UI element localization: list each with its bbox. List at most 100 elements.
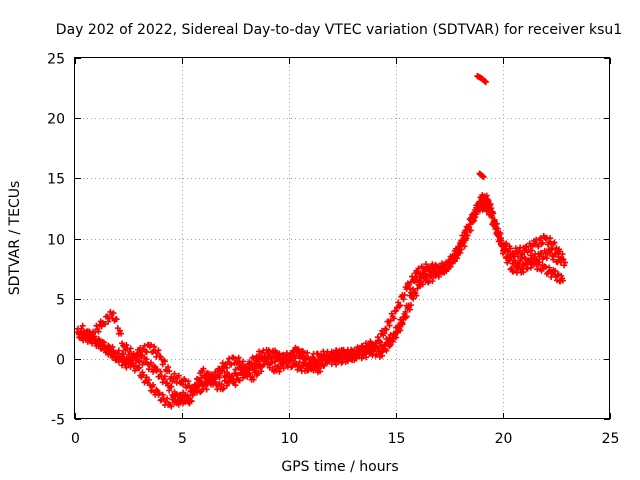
data-point-interp bbox=[166, 368, 173, 375]
data-point-interp bbox=[386, 322, 393, 329]
data-point-interp bbox=[154, 350, 161, 357]
data-point-interp bbox=[496, 237, 503, 244]
data-point-interp bbox=[172, 398, 179, 405]
data-point-interp bbox=[300, 359, 307, 366]
data-point-interp bbox=[250, 376, 257, 383]
data-point-interp bbox=[536, 259, 543, 266]
data-point-interp bbox=[540, 253, 547, 260]
data-point-interp bbox=[507, 251, 514, 258]
data-point-interp bbox=[219, 386, 226, 393]
data-point-interp bbox=[88, 331, 95, 338]
data-point-interp bbox=[381, 330, 388, 337]
data-point-interp bbox=[435, 273, 442, 280]
data-point-interp bbox=[543, 255, 550, 262]
data-point-interp bbox=[387, 317, 394, 324]
data-point-interp bbox=[417, 273, 424, 280]
data-point-interp bbox=[218, 381, 225, 388]
data-point bbox=[410, 295, 417, 302]
data-point-interp bbox=[406, 285, 413, 292]
data-point-interp bbox=[527, 264, 534, 271]
data-point-interp bbox=[440, 268, 447, 275]
data-point bbox=[232, 355, 239, 362]
data-point-interp bbox=[400, 296, 407, 303]
data-point-interp bbox=[463, 232, 470, 239]
data-point-interp bbox=[524, 265, 531, 272]
data-point-interp bbox=[516, 261, 523, 268]
data-point-interp bbox=[555, 253, 562, 260]
data-point bbox=[403, 286, 410, 293]
data-point-interp bbox=[379, 352, 386, 359]
data-point-interp bbox=[521, 254, 528, 261]
data-point-interp bbox=[82, 333, 89, 340]
x-tick-label: 25 bbox=[602, 431, 620, 447]
data-point-interp bbox=[266, 364, 273, 371]
data-point-interp bbox=[328, 348, 335, 355]
data-point-interp bbox=[330, 356, 337, 363]
y-tick-label: 5 bbox=[56, 293, 65, 309]
data-point-interp bbox=[409, 292, 416, 299]
data-point bbox=[390, 331, 397, 338]
x-tick-label: 15 bbox=[388, 431, 406, 447]
data-point-interp bbox=[120, 350, 127, 357]
data-point-interp bbox=[456, 248, 463, 255]
data-point-interp bbox=[123, 341, 130, 348]
data-point-interp bbox=[79, 322, 86, 329]
data-point-interp bbox=[479, 206, 486, 213]
data-point-interp bbox=[507, 245, 514, 252]
data-point bbox=[547, 249, 554, 256]
data-point-interp bbox=[333, 361, 340, 368]
data-point-interp bbox=[397, 302, 404, 309]
data-point-interp bbox=[383, 336, 390, 343]
y-tick-label: -5 bbox=[51, 413, 65, 429]
data-point-interp bbox=[235, 354, 242, 361]
x-tick-label: 5 bbox=[178, 431, 187, 447]
data-point-interp bbox=[188, 398, 195, 405]
data-point-interp bbox=[367, 338, 374, 345]
data-point-interp bbox=[335, 354, 342, 361]
data-point-interp bbox=[223, 382, 230, 389]
data-point-interp bbox=[405, 282, 412, 289]
data-point-interp bbox=[358, 355, 365, 362]
data-point-interp bbox=[109, 343, 116, 350]
data-point-interp bbox=[248, 360, 255, 367]
data-point-interp bbox=[288, 364, 295, 371]
data-point-interp bbox=[267, 360, 274, 367]
data-point-interp bbox=[363, 354, 370, 361]
data-point-interp bbox=[168, 383, 175, 390]
data-point-interp bbox=[360, 349, 367, 356]
data-point-interp bbox=[466, 221, 473, 228]
data-point-interp bbox=[140, 372, 147, 379]
data-point-interp bbox=[225, 371, 232, 378]
data-point-interp bbox=[136, 364, 143, 371]
data-point-interp bbox=[429, 278, 436, 285]
data-point-interp bbox=[363, 340, 370, 347]
data-point bbox=[164, 379, 171, 386]
data-point-interp bbox=[180, 381, 187, 388]
data-point-interp bbox=[156, 390, 163, 397]
data-point-interp bbox=[125, 353, 132, 360]
data-point-interp bbox=[353, 347, 360, 354]
data-point-interp bbox=[390, 315, 397, 322]
data-point-interp bbox=[355, 352, 362, 359]
data-point-interp bbox=[118, 356, 125, 363]
data-point-interp bbox=[559, 251, 566, 258]
data-point-interp bbox=[137, 345, 144, 352]
data-point-interp bbox=[280, 365, 287, 372]
data-point-interp bbox=[161, 358, 168, 365]
data-point-interp bbox=[191, 389, 198, 396]
data-point bbox=[455, 247, 462, 254]
y-tick-label: 0 bbox=[56, 353, 65, 369]
data-point-interp bbox=[486, 201, 493, 208]
data-point-interp bbox=[478, 200, 485, 207]
data-point bbox=[393, 307, 399, 314]
data-point-interp bbox=[273, 349, 280, 356]
data-point-interp bbox=[212, 378, 219, 385]
data-point-interp bbox=[184, 392, 191, 399]
x-tick-label: 20 bbox=[495, 431, 513, 447]
data-point-interp bbox=[264, 354, 271, 361]
data-point-interp bbox=[317, 368, 324, 375]
data-point-interp bbox=[228, 361, 235, 368]
data-point-interp bbox=[258, 368, 265, 375]
data-point-interp bbox=[385, 341, 392, 348]
